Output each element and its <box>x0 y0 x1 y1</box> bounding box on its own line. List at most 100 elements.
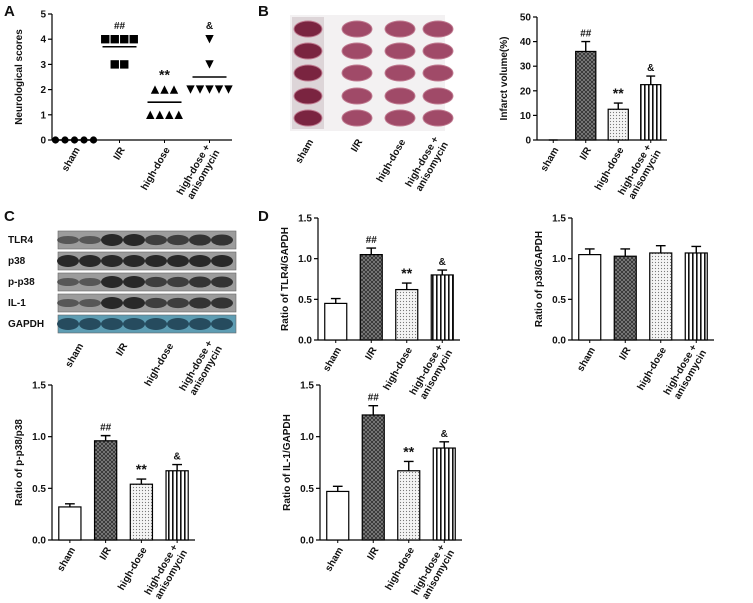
bar <box>613 255 637 341</box>
blot-band <box>211 318 233 330</box>
blot-band <box>189 234 211 246</box>
x-tick-label: high-dose <box>143 341 177 388</box>
x-tick-label-group: I/R <box>364 345 380 362</box>
brain-slice <box>293 42 323 60</box>
blot-band <box>145 234 167 246</box>
panel-letter: D <box>258 208 269 225</box>
bar <box>324 302 348 341</box>
blot-row-label: p38 <box>8 256 26 267</box>
y-tick-label: 50 <box>520 13 532 24</box>
x-tick-label-group: sham <box>575 345 598 373</box>
data-point <box>120 35 129 44</box>
x-tick-label-group: I/R <box>112 145 128 162</box>
blot-band <box>57 298 79 308</box>
blot-band <box>167 297 189 309</box>
data-point <box>195 85 205 94</box>
error-bar <box>172 463 183 471</box>
x-tick-label-group: I/R <box>578 145 594 162</box>
brain-slice <box>341 64 373 82</box>
blot-band <box>101 255 123 267</box>
brain-slice <box>293 87 323 105</box>
x-tick-label: high-dose <box>139 145 173 192</box>
x-tick-label-group: sham <box>294 137 317 165</box>
y-tick-label: 5 <box>40 10 46 21</box>
y-axis-title: Ratio of p-p38/p38 <box>14 419 25 506</box>
bar <box>395 288 419 341</box>
blot-band <box>57 255 79 267</box>
y-tick-label: 4 <box>40 35 46 46</box>
brain-slice <box>422 109 454 127</box>
x-tick-label-group: sham <box>64 341 87 369</box>
y-tick-label: 1.0 <box>300 432 314 443</box>
panel-letter: A <box>4 3 15 20</box>
x-tick-label: I/R <box>98 545 114 562</box>
data-point <box>110 35 119 44</box>
brain-slice <box>422 64 454 82</box>
data-point <box>205 60 214 69</box>
y-tick-label: 10 <box>520 111 532 122</box>
y-tick-label: 2 <box>40 85 46 96</box>
error-bar <box>330 297 341 304</box>
blot-band <box>101 234 123 246</box>
y-tick-label: 1.5 <box>300 381 314 392</box>
y-tick-label: 0.5 <box>552 295 566 306</box>
annotation: ** <box>401 265 412 281</box>
y-tick-label: 0.0 <box>32 536 46 547</box>
x-tick-label: high-dose <box>375 137 409 184</box>
x-tick-label-group: sham <box>60 145 83 173</box>
error-bar <box>691 245 702 253</box>
data-point <box>214 85 224 94</box>
x-tick-label-group: high-dose <box>636 345 670 392</box>
x-tick-label: sham <box>575 345 598 373</box>
brain-slice <box>384 64 416 82</box>
blot-band <box>79 318 101 330</box>
data-point <box>205 85 214 94</box>
error-bar <box>437 269 448 275</box>
x-tick-label: high-dose <box>116 545 150 592</box>
blot-row-label: GAPDH <box>8 319 44 330</box>
blot-band <box>79 298 101 308</box>
brain-slice <box>422 42 454 60</box>
x-tick-label-group: I/R <box>114 341 130 358</box>
x-tick-label-group: high-dose <box>384 545 418 592</box>
blot-band <box>101 297 123 309</box>
error-bar <box>646 75 656 85</box>
blot-band <box>79 255 101 267</box>
x-tick-label: I/R <box>618 345 634 362</box>
brain-slice <box>293 64 323 82</box>
x-tick-label: high-dose <box>382 345 416 392</box>
blot-row-label: TLR4 <box>8 235 33 246</box>
x-tick-label-group: high-dose +anisomycin <box>662 343 709 402</box>
blot-band <box>189 276 211 288</box>
y-tick-label: 0.5 <box>300 484 314 495</box>
x-tick-label-group: high-dose <box>139 145 173 192</box>
x-tick-label: I/R <box>364 345 380 362</box>
brain-slice <box>341 20 373 38</box>
x-tick-label: sham <box>64 341 87 369</box>
blot-band <box>189 255 211 267</box>
brain-slice <box>384 42 416 60</box>
y-tick-label: 1.0 <box>552 254 566 265</box>
blot-band <box>167 318 189 330</box>
bar <box>578 254 602 341</box>
blot-band <box>145 318 167 330</box>
y-tick-label: 0.5 <box>298 295 312 306</box>
y-tick-label: 1.0 <box>32 432 46 443</box>
annotation: ## <box>100 423 112 434</box>
y-tick-label: 0 <box>525 136 531 147</box>
data-point <box>120 60 129 69</box>
bar <box>684 252 708 341</box>
x-tick-label-group: high-dose +anisomycin <box>178 339 225 398</box>
blot-band <box>211 234 233 246</box>
blot-band <box>101 318 123 330</box>
data-point <box>146 110 155 119</box>
error-bar <box>581 40 591 52</box>
bar <box>359 254 383 341</box>
bar <box>397 470 421 541</box>
blot-row-label: IL-1 <box>8 298 26 309</box>
blot-band <box>123 255 145 267</box>
blot-band <box>145 276 167 288</box>
annotation: ** <box>136 461 147 477</box>
data-point <box>89 136 98 144</box>
data-point <box>160 85 169 94</box>
